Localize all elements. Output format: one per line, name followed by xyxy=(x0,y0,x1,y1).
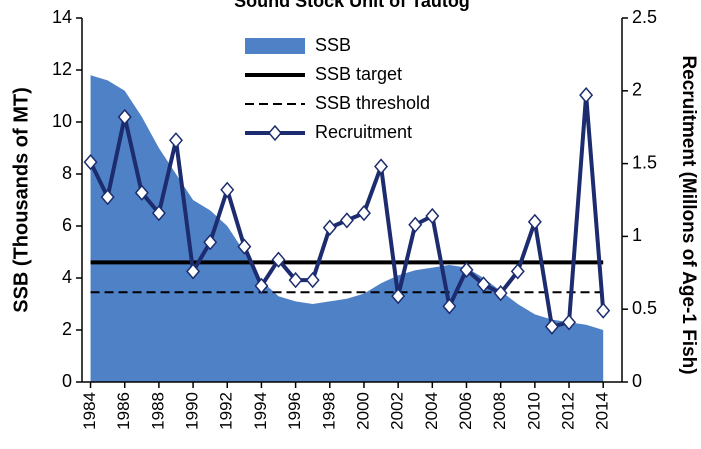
y-tick-label: 8 xyxy=(62,163,72,183)
y2-tick-label: 2.5 xyxy=(632,7,657,27)
x-tick-label: 2012 xyxy=(559,392,578,430)
legend-swatch xyxy=(245,38,305,54)
recruitment-marker xyxy=(579,87,594,104)
y2-tick-label: 2 xyxy=(632,80,642,100)
y2-axis-label: Recruitment (Millons of Age-1 Fish) xyxy=(678,55,699,374)
y2-tick-label: 1 xyxy=(632,225,642,245)
ssb-area xyxy=(90,75,604,382)
recruitment-marker xyxy=(117,108,132,126)
y-tick-label: 4 xyxy=(62,267,72,287)
x-tick-label: 2010 xyxy=(524,392,543,430)
recruitment-marker xyxy=(271,251,286,268)
legend-label: Recruitment xyxy=(315,122,412,142)
recruitment-marker xyxy=(374,158,389,175)
x-tick-label: 1992 xyxy=(217,392,236,430)
legend-label: SSB xyxy=(315,35,351,55)
x-tick-label: 1988 xyxy=(148,392,167,430)
x-tick-label: 2004 xyxy=(422,392,441,430)
recruitment-marker xyxy=(391,287,406,305)
recruitment-marker xyxy=(476,276,491,293)
recruitment-marker xyxy=(168,132,183,149)
recruitment-marker xyxy=(100,188,115,206)
x-tick-label: 2006 xyxy=(456,392,475,430)
recruitment-marker xyxy=(322,219,337,236)
recruitment-marker xyxy=(203,234,218,251)
x-tick-label: 1990 xyxy=(183,392,202,430)
recruitment-marker xyxy=(442,298,457,315)
recruitment-marker xyxy=(339,212,354,229)
recruitment-marker xyxy=(425,207,440,225)
recruitment-marker xyxy=(510,263,525,280)
recruitment-marker xyxy=(493,285,508,302)
recruitment-marker xyxy=(305,271,320,289)
x-tick-label: 2014 xyxy=(593,392,612,430)
x-tick-label: 2000 xyxy=(353,392,372,430)
y2-tick-label: 1.5 xyxy=(632,152,657,172)
recruitment-marker xyxy=(186,263,201,280)
y-tick-label: 12 xyxy=(52,59,72,79)
legend-label: SSB target xyxy=(315,64,402,84)
y-tick-label: 0 xyxy=(62,371,72,391)
y-tick-label: 14 xyxy=(52,7,72,27)
legend-marker xyxy=(268,124,282,142)
y-tick-label: 6 xyxy=(62,215,72,235)
recruitment-marker xyxy=(356,204,371,222)
x-tick-label: 1994 xyxy=(251,392,270,430)
recruitment-marker xyxy=(459,261,474,279)
recruitment-marker xyxy=(408,216,423,233)
legend-label: SSB threshold xyxy=(315,93,430,113)
y2-tick-label: 0 xyxy=(632,371,642,391)
recruitment-marker xyxy=(527,213,542,230)
chart-title: Sound Stock Unit of Tautog xyxy=(234,0,470,11)
recruitment-marker xyxy=(237,238,252,255)
y-tick-label: 10 xyxy=(52,111,72,131)
x-tick-label: 2002 xyxy=(388,392,407,430)
x-tick-label: 1996 xyxy=(285,392,304,430)
x-tick-label: 1984 xyxy=(80,392,99,430)
x-tick-label: 1986 xyxy=(114,392,133,430)
x-tick-label: 1998 xyxy=(319,392,338,430)
recruitment-marker xyxy=(596,302,611,319)
recruitment-marker xyxy=(220,181,235,198)
y-tick-label: 2 xyxy=(62,319,72,339)
recruitment-marker xyxy=(544,318,559,335)
recruitment-marker xyxy=(83,153,98,171)
y2-tick-label: 0.5 xyxy=(632,298,657,318)
recruitment-marker xyxy=(288,271,303,289)
recruitment-marker xyxy=(254,277,269,295)
recruitment-marker xyxy=(134,184,149,201)
recruitment-marker xyxy=(151,204,166,222)
x-tick-label: 2008 xyxy=(490,392,509,430)
recruitment-marker xyxy=(562,314,577,331)
y-axis-label: SSB (Thousands of MT) xyxy=(10,87,32,313)
